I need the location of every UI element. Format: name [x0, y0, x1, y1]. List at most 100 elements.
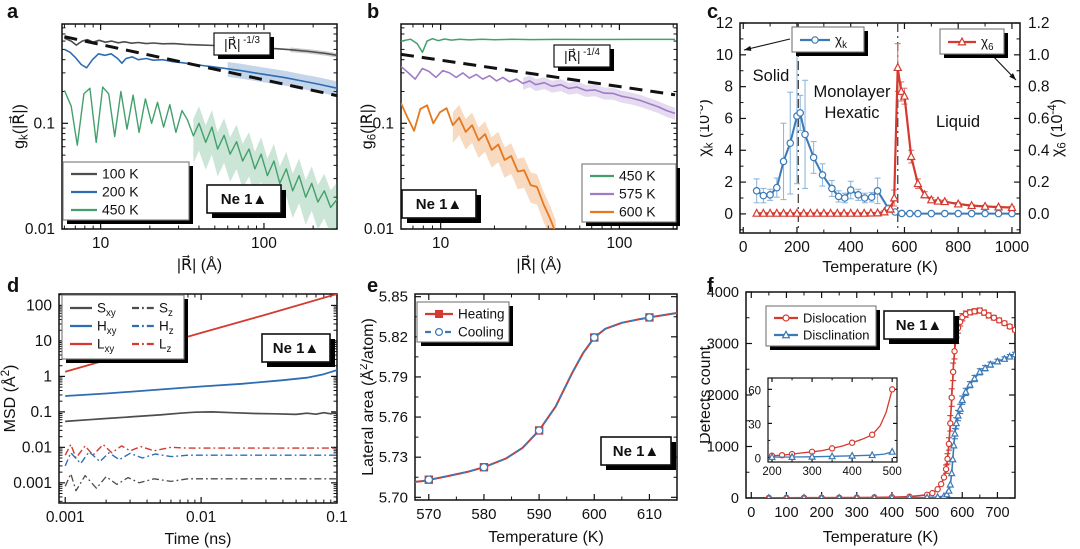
svg-text:Hz: Hz: [159, 319, 174, 338]
svg-text:Hexatic: Hexatic: [824, 104, 879, 122]
svg-text:Ne 1▲: Ne 1▲: [416, 196, 463, 213]
svg-text:6: 6: [724, 110, 733, 127]
svg-text:600: 600: [892, 239, 918, 256]
svg-text:g6(|R⃗|): g6(|R⃗|): [360, 104, 379, 149]
svg-text:100: 100: [251, 235, 277, 252]
svg-text:Ne 1▲: Ne 1▲: [613, 443, 660, 460]
svg-text:5.82: 5.82: [379, 329, 408, 346]
svg-text:0.2: 0.2: [1028, 174, 1050, 191]
svg-text:200: 200: [762, 466, 781, 478]
svg-text:MSD (Å2): MSD (Å2): [0, 365, 19, 433]
svg-text:Temperature (K): Temperature (K): [823, 529, 939, 546]
svg-text:5.85: 5.85: [379, 289, 408, 306]
svg-text:400: 400: [843, 466, 862, 478]
svg-text:580: 580: [471, 506, 496, 523]
svg-text:600: 600: [582, 506, 607, 523]
svg-text:0.1: 0.1: [30, 404, 52, 421]
svg-text:χ6: χ6: [981, 35, 994, 54]
svg-text:|R⃗| -1/4: |R⃗| -1/4: [564, 47, 600, 64]
svg-text:0.1: 0.1: [372, 115, 394, 132]
svg-text:600: 600: [950, 505, 974, 521]
svg-text:Temperature (K): Temperature (K): [822, 259, 938, 275]
panel-a-chart: 10 100 0.01 0.1 |R⃗| (Å) gk(|R⃗|) |R⃗| -1/3 100…: [8, 23, 338, 274]
svg-text:0: 0: [731, 491, 739, 507]
panel-letter-b: b: [367, 1, 380, 23]
svg-text:0.4: 0.4: [1028, 142, 1050, 159]
panel-f: f 0 100 200 300 400 500 600 700 0 1000 2000 3000 400…: [700, 274, 1080, 549]
svg-text:Monolayer: Monolayer: [813, 83, 891, 101]
svg-text:0.6: 0.6: [1028, 110, 1050, 127]
svg-text:10: 10: [716, 47, 734, 64]
svg-text:Cooling: Cooling: [458, 325, 504, 340]
svg-text:χk (10-3): χk (10-3): [700, 99, 716, 156]
svg-text:Ne 1▲: Ne 1▲: [896, 317, 943, 334]
panel-c: c 0 200 400 600 800 1000 0 2 4 6 8 10 12 0.0 0.2 0.4 0.6…: [700, 0, 1080, 275]
svg-text:Lateral area (Å2/atom): Lateral area (Å2/atom): [360, 318, 377, 476]
svg-text:0.001: 0.001: [46, 509, 85, 526]
svg-text:10: 10: [432, 235, 450, 252]
svg-text:200 K: 200 K: [102, 184, 139, 200]
svg-text:0.8: 0.8: [1028, 79, 1050, 96]
svg-text:1000: 1000: [707, 440, 739, 456]
panel-d: d 0.001 0.01 0.1 0.001 0.01 0.1 1 10 100 Time (ns…: [0, 274, 360, 549]
svg-text:Disclination: Disclination: [803, 328, 869, 343]
svg-text:1.2: 1.2: [1028, 15, 1050, 32]
svg-text:0.0: 0.0: [1028, 206, 1050, 223]
svg-text:Lz: Lz: [159, 337, 172, 356]
panel-letter-c: c: [707, 1, 719, 23]
svg-text:0: 0: [739, 239, 748, 256]
panel-letter-e: e: [367, 275, 379, 297]
svg-text:3000: 3000: [707, 337, 739, 353]
panel-e: e 570 580 590 600 610 5.70 5.73 5.76 5.79 5.82 5.8…: [360, 274, 700, 549]
panel-b-chart: 10 100 0.01 0.1 |R⃗| (Å) g6(|R⃗|) |R⃗| -1/4 450…: [360, 23, 680, 274]
svg-text:Temperature (K): Temperature (K): [488, 529, 604, 546]
svg-text:1: 1: [43, 368, 52, 385]
svg-text:5.79: 5.79: [379, 369, 408, 386]
svg-text:30: 30: [748, 419, 761, 431]
svg-text:2000: 2000: [707, 388, 739, 404]
svg-text:Defects count: Defects count: [700, 346, 714, 444]
svg-text:600 K: 600 K: [619, 204, 656, 220]
svg-text:|R⃗| (Å): |R⃗| (Å): [516, 254, 561, 274]
panel-letter-d: d: [7, 275, 20, 297]
svg-text:5.70: 5.70: [379, 489, 408, 506]
svg-text:Dislocation: Dislocation: [803, 311, 867, 326]
svg-text:χ6 (10-4): χ6 (10-4): [1047, 99, 1069, 157]
svg-text:400: 400: [880, 505, 904, 521]
svg-text:8: 8: [724, 79, 733, 96]
panel-letter-f: f: [707, 275, 714, 297]
panel-e-chart: 570 580 590 600 610 5.70 5.73 5.76 5.79 5.82 5.85 T…: [360, 289, 678, 546]
svg-text:gk(|R⃗|): gk(|R⃗|): [8, 104, 30, 149]
svg-text:10: 10: [35, 333, 53, 350]
svg-text:100: 100: [26, 297, 52, 314]
svg-text:0.01: 0.01: [22, 439, 52, 456]
svg-text:0.1: 0.1: [33, 115, 55, 132]
svg-text:0.01: 0.01: [186, 509, 216, 526]
svg-text:0: 0: [747, 505, 755, 521]
svg-text:Ne 1▲: Ne 1▲: [273, 340, 320, 357]
svg-text:200: 200: [784, 239, 810, 256]
svg-text:Hxy: Hxy: [97, 319, 117, 338]
svg-text:Time (ns): Time (ns): [165, 531, 232, 548]
svg-text:570: 570: [416, 506, 441, 523]
svg-text:4000: 4000: [707, 285, 739, 301]
svg-text:0.01: 0.01: [25, 221, 55, 238]
svg-text:300: 300: [802, 466, 821, 478]
panel-b: b 10 100 0.01 0.1 |R⃗| (Å) g6(|R⃗|) |R⃗| -1/4 4…: [360, 0, 700, 274]
svg-text:4: 4: [724, 142, 733, 159]
svg-text:Lxy: Lxy: [97, 337, 114, 356]
svg-text:0.01: 0.01: [364, 221, 394, 238]
panel-d-chart: 0.001 0.01 0.1 0.001 0.01 0.1 1 10 100 Time (ns) M…: [0, 293, 348, 548]
panel-f-chart: 0 100 200 300 400 500 600 70001000200030004000T…: [700, 285, 1016, 546]
svg-text:Heating: Heating: [458, 307, 505, 322]
svg-text:0: 0: [755, 453, 761, 465]
svg-text:5.76: 5.76: [379, 409, 408, 426]
svg-text:|R⃗| -1/3: |R⃗| -1/3: [224, 35, 260, 52]
panel-letter-a: a: [7, 1, 19, 23]
svg-text:590: 590: [527, 506, 552, 523]
svg-text:Liquid: Liquid: [936, 113, 980, 131]
svg-text:Sxy: Sxy: [97, 301, 116, 320]
svg-text:800: 800: [945, 239, 971, 256]
svg-text:100: 100: [606, 235, 632, 252]
